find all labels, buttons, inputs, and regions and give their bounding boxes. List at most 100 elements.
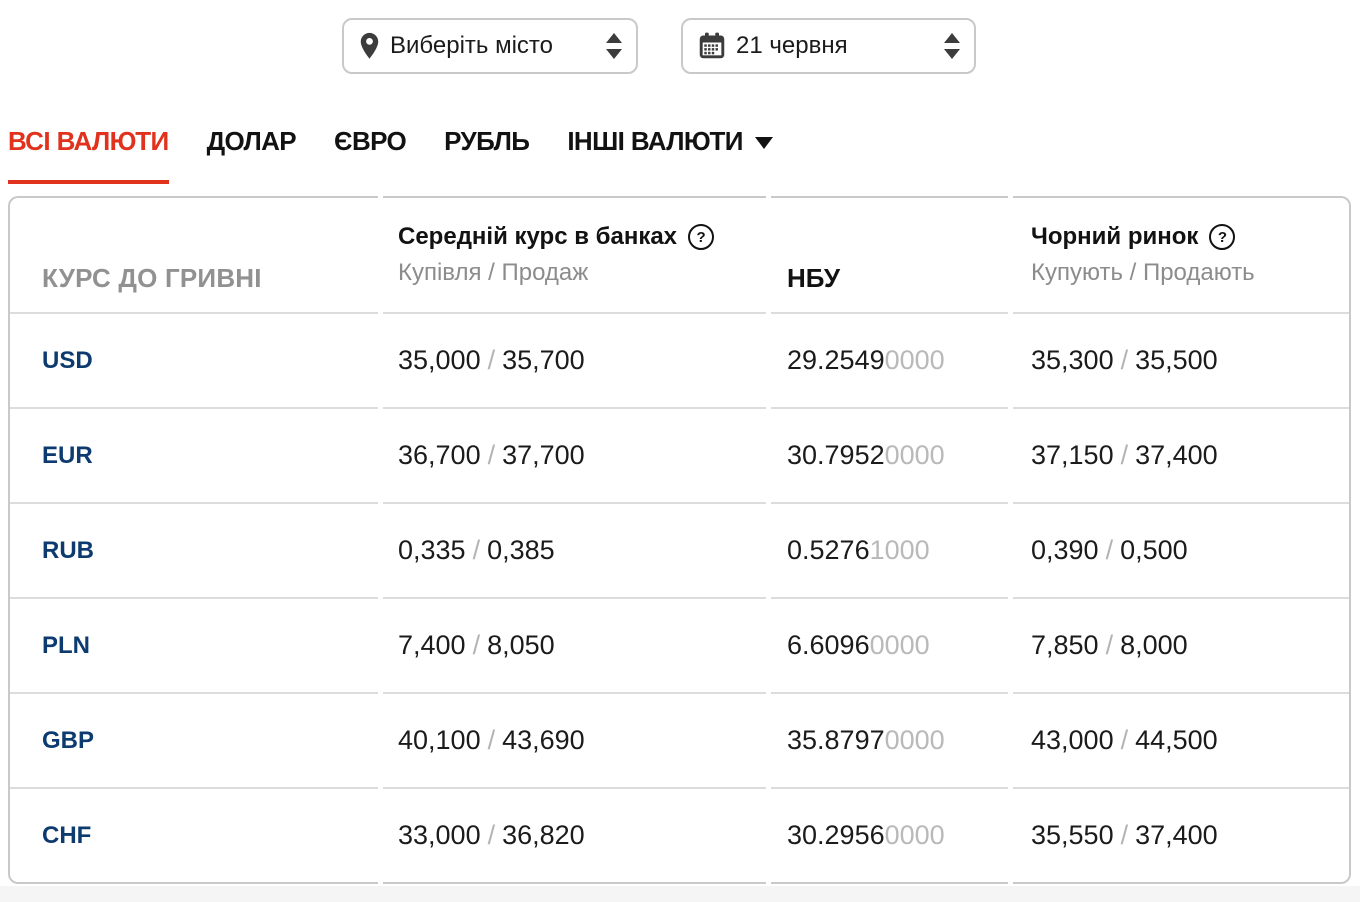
nbu-column: НБУ 29.25490000 30.79520000 0.52761000 6… xyxy=(771,196,1008,884)
slash-separator: / xyxy=(466,630,488,660)
buy-value: 35,550 xyxy=(1031,820,1114,850)
tab-euro[interactable]: ЄВРО xyxy=(334,126,406,184)
date-select-value: 21 червня xyxy=(736,32,848,60)
buy-value: 37,150 xyxy=(1031,440,1114,470)
currency-column-header: КУРС ДО ГРИВНІ xyxy=(10,198,378,312)
currency-link-chf[interactable]: CHF xyxy=(42,824,91,848)
buy-value: 0,390 xyxy=(1031,535,1099,565)
buy-value: 43,000 xyxy=(1031,725,1114,755)
city-select[interactable]: Виберіть місто xyxy=(342,18,638,74)
nbu-rate-cell: 35.87970000 xyxy=(771,692,1008,787)
nbu-value: 30.7952 xyxy=(787,440,885,470)
nbu-value: 6.6096 xyxy=(787,630,870,660)
currency-cell: GBP xyxy=(10,692,378,787)
black-market-cell: 0,390/0,500 xyxy=(1013,502,1349,597)
bank-rate-column: Середній курс в банках ? Купівля / Прода… xyxy=(383,196,766,884)
arrow-up-icon xyxy=(944,33,960,43)
currency-tabs-bar: ВСІ ВАЛЮТИ ДОЛАР ЄВРО РУБЛЬ ІНШІ ВАЛЮТИ xyxy=(8,126,1360,184)
sell-value: 35,500 xyxy=(1135,345,1218,375)
black-market-cell: 37,150/37,400 xyxy=(1013,407,1349,502)
currency-link-gbp[interactable]: GBP xyxy=(42,729,94,753)
nbu-rate-cell: 6.60960000 xyxy=(771,597,1008,692)
column-subtitle: Купівля / Продаж xyxy=(398,260,714,286)
sell-value: 8,000 xyxy=(1120,630,1188,660)
column-title: НБУ xyxy=(787,265,840,291)
help-icon[interactable]: ? xyxy=(688,224,714,250)
city-select-value: Виберіть місто xyxy=(390,32,553,60)
slash-separator: / xyxy=(481,345,503,375)
nbu-column-header: НБУ xyxy=(771,198,1008,312)
bank-rate-cell: 40,100/43,690 xyxy=(383,692,766,787)
help-icon[interactable]: ? xyxy=(1209,224,1235,250)
currency-cell: PLN xyxy=(10,597,378,692)
buy-value: 40,100 xyxy=(398,725,481,755)
location-pin-icon xyxy=(359,32,380,60)
nbu-value: 0.5276 xyxy=(787,535,870,565)
currency-link-usd[interactable]: USD xyxy=(42,349,93,373)
currency-column: КУРС ДО ГРИВНІ USD EUR RUB PLN GBP CHF xyxy=(8,196,378,884)
slash-separator: / xyxy=(1114,345,1136,375)
nbu-rate-cell: 30.79520000 xyxy=(771,407,1008,502)
sell-value: 37,400 xyxy=(1135,820,1218,850)
slash-separator: / xyxy=(481,440,503,470)
currency-cell: CHF xyxy=(10,787,378,882)
nbu-trailing-zeros: 1000 xyxy=(870,535,930,565)
nbu-value: 29.2549 xyxy=(787,345,885,375)
buy-value: 35,000 xyxy=(398,345,481,375)
tab-dollar[interactable]: ДОЛАР xyxy=(207,126,296,184)
tab-label: ІНШІ ВАЛЮТИ xyxy=(567,126,743,157)
buy-value: 7,400 xyxy=(398,630,466,660)
tab-other-currencies[interactable]: ІНШІ ВАЛЮТИ xyxy=(567,126,773,184)
slash-separator: / xyxy=(1114,725,1136,755)
slash-separator: / xyxy=(481,820,503,850)
nbu-trailing-zeros: 0000 xyxy=(885,725,945,755)
tab-label: ЄВРО xyxy=(334,126,406,157)
black-market-column: Чорний ринок ? Купують / Продають 35,300… xyxy=(1013,196,1351,884)
nbu-rate-cell: 30.29560000 xyxy=(771,787,1008,882)
nbu-value: 30.2956 xyxy=(787,820,885,850)
column-title: Середній курс в банках xyxy=(398,224,677,250)
chevron-down-icon xyxy=(755,137,773,149)
nbu-rate-cell: 29.25490000 xyxy=(771,312,1008,407)
sell-value: 36,820 xyxy=(502,820,585,850)
bank-rate-cell: 36,700/37,700 xyxy=(383,407,766,502)
black-market-cell: 35,550/37,400 xyxy=(1013,787,1349,882)
arrow-down-icon xyxy=(944,49,960,59)
slash-separator: / xyxy=(1114,440,1136,470)
sell-value: 0,500 xyxy=(1120,535,1188,565)
sell-value: 37,400 xyxy=(1135,440,1218,470)
date-select-spinner[interactable] xyxy=(936,33,960,59)
currency-cell: USD xyxy=(10,312,378,407)
arrow-up-icon xyxy=(606,33,622,43)
black-market-cell: 43,000/44,500 xyxy=(1013,692,1349,787)
nbu-trailing-zeros: 0000 xyxy=(885,345,945,375)
currency-link-pln[interactable]: PLN xyxy=(42,634,90,658)
sell-value: 44,500 xyxy=(1135,725,1218,755)
black-market-column-header: Чорний ринок ? Купують / Продають xyxy=(1013,198,1349,312)
bank-rate-cell: 35,000/35,700 xyxy=(383,312,766,407)
bank-rate-cell: 7,400/8,050 xyxy=(383,597,766,692)
buy-value: 36,700 xyxy=(398,440,481,470)
date-select[interactable]: 21 червня xyxy=(681,18,976,74)
calendar-icon xyxy=(698,32,726,60)
nbu-trailing-zeros: 0000 xyxy=(885,440,945,470)
exchange-rates-table: КУРС ДО ГРИВНІ USD EUR RUB PLN GBP CHF С… xyxy=(8,196,1360,884)
currency-cell: EUR xyxy=(10,407,378,502)
currency-link-rub[interactable]: RUB xyxy=(42,539,94,563)
tab-all-currencies[interactable]: ВСІ ВАЛЮТИ xyxy=(8,126,169,184)
city-select-spinner[interactable] xyxy=(598,33,622,59)
sell-value: 0,385 xyxy=(487,535,555,565)
filters-bar: Виберіть місто 21 червня xyxy=(0,0,1360,74)
slash-separator: / xyxy=(1114,820,1136,850)
nbu-rate-cell: 0.52761000 xyxy=(771,502,1008,597)
column-title: Чорний ринок xyxy=(1031,224,1198,250)
buy-value: 35,300 xyxy=(1031,345,1114,375)
bank-rate-cell: 0,335/0,385 xyxy=(383,502,766,597)
currency-link-eur[interactable]: EUR xyxy=(42,444,93,468)
sell-value: 8,050 xyxy=(487,630,555,660)
tab-ruble[interactable]: РУБЛЬ xyxy=(444,126,529,184)
buy-value: 33,000 xyxy=(398,820,481,850)
column-subtitle: Купують / Продають xyxy=(1031,260,1255,286)
bank-rate-column-header: Середній курс в банках ? Купівля / Прода… xyxy=(383,198,766,312)
bank-rate-cell: 33,000/36,820 xyxy=(383,787,766,882)
